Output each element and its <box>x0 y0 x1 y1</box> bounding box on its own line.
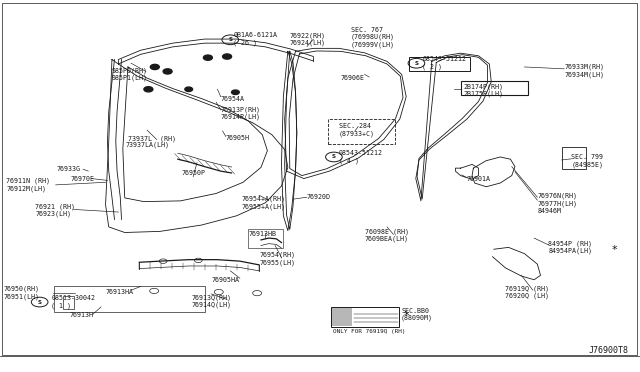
Circle shape <box>144 87 153 92</box>
Text: 76976N(RH)
76977H(LH)
84946M: 76976N(RH) 76977H(LH) 84946M <box>538 193 577 214</box>
Text: 76922(RH)
76924(LH): 76922(RH) 76924(LH) <box>290 32 326 46</box>
Text: S: S <box>415 61 419 66</box>
Text: 73937LA(LH): 73937LA(LH) <box>126 142 170 148</box>
Circle shape <box>163 69 172 74</box>
Text: 76906E: 76906E <box>341 75 365 81</box>
Text: 76919Q (RH)
76920Q (LH): 76919Q (RH) 76920Q (LH) <box>506 285 549 299</box>
Text: 08543-51212
( 2 ): 08543-51212 ( 2 ) <box>422 57 466 70</box>
Text: 84954P (RH)
84954PA(LH): 84954P (RH) 84954PA(LH) <box>548 240 592 254</box>
Circle shape <box>185 87 193 92</box>
Text: 76911N (RH)
76912M(LH): 76911N (RH) 76912M(LH) <box>6 178 51 192</box>
Text: SEC. 767
(76998U(RH)
(76999V(LH): SEC. 767 (76998U(RH) (76999V(LH) <box>351 27 394 48</box>
Text: 73937L  (RH): 73937L (RH) <box>128 135 176 142</box>
Text: *: * <box>611 245 617 255</box>
Bar <box>332 308 353 326</box>
Text: SEC. 799
(84985E): SEC. 799 (84985E) <box>572 154 604 168</box>
Text: 08513-30042
( 1 ): 08513-30042 ( 1 ) <box>51 295 95 309</box>
Text: 76970E: 76970E <box>71 176 95 182</box>
Bar <box>461 81 528 95</box>
Text: S: S <box>228 37 232 42</box>
Text: 76954A: 76954A <box>221 96 244 102</box>
Text: J76900T8: J76900T8 <box>589 346 628 355</box>
Text: 76921 (RH)
76923(LH): 76921 (RH) 76923(LH) <box>35 203 75 217</box>
Bar <box>63 296 74 309</box>
Text: SEC. 284
(87933+C): SEC. 284 (87933+C) <box>339 124 375 137</box>
Bar <box>248 229 284 248</box>
Text: 76920D: 76920D <box>307 194 331 200</box>
Text: 76954(RH)
76955(LH): 76954(RH) 76955(LH) <box>259 251 295 266</box>
Text: 76098E (RH)
7609BEA(LH): 76098E (RH) 7609BEA(LH) <box>365 228 408 242</box>
Circle shape <box>223 54 232 59</box>
Text: 76913HA: 76913HA <box>106 289 134 295</box>
Text: 0B1A6-6121A
( 26 ): 0B1A6-6121A ( 26 ) <box>234 32 278 46</box>
Text: 76913P(RH)
76914P(LH): 76913P(RH) 76914P(LH) <box>221 106 260 121</box>
Bar <box>410 57 470 71</box>
Text: 76933M(RH)
76934M(LH): 76933M(RH) 76934M(LH) <box>564 64 604 78</box>
Text: 76905H: 76905H <box>226 135 250 141</box>
Text: 76950P: 76950P <box>181 170 205 176</box>
Text: 985P0(RH)
985P1(LH): 985P0(RH) 985P1(LH) <box>112 67 148 81</box>
Bar <box>562 147 586 169</box>
Text: 76913HB: 76913HB <box>248 231 276 237</box>
Text: 76954+A(RH)
76955+A(LH): 76954+A(RH) 76955+A(LH) <box>242 196 286 210</box>
Text: 2B174P(RH)
2B175P(LH): 2B174P(RH) 2B175P(LH) <box>464 83 504 97</box>
Text: *: * <box>403 311 409 321</box>
Text: 76933G: 76933G <box>57 166 81 172</box>
Text: 08543-51212
( 4 ): 08543-51212 ( 4 ) <box>339 150 383 164</box>
Text: 76905HA: 76905HA <box>211 277 239 283</box>
Text: S: S <box>38 299 42 305</box>
Text: 76913Q(RH)
76914Q(LH): 76913Q(RH) 76914Q(LH) <box>192 294 232 308</box>
Text: S: S <box>332 154 336 160</box>
Text: 76901A: 76901A <box>467 176 491 182</box>
Bar <box>328 119 395 144</box>
Bar <box>332 307 399 327</box>
Circle shape <box>232 90 239 94</box>
Bar <box>54 286 205 312</box>
Circle shape <box>150 64 159 70</box>
Text: 76950(RH)
76951(LH): 76950(RH) 76951(LH) <box>3 286 39 300</box>
Text: 76913H: 76913H <box>69 312 93 318</box>
Circle shape <box>204 55 212 60</box>
Text: ONLY FOR 76919Q (RH): ONLY FOR 76919Q (RH) <box>333 328 405 334</box>
Text: SEC.BB0
(88090M): SEC.BB0 (88090M) <box>401 308 433 321</box>
